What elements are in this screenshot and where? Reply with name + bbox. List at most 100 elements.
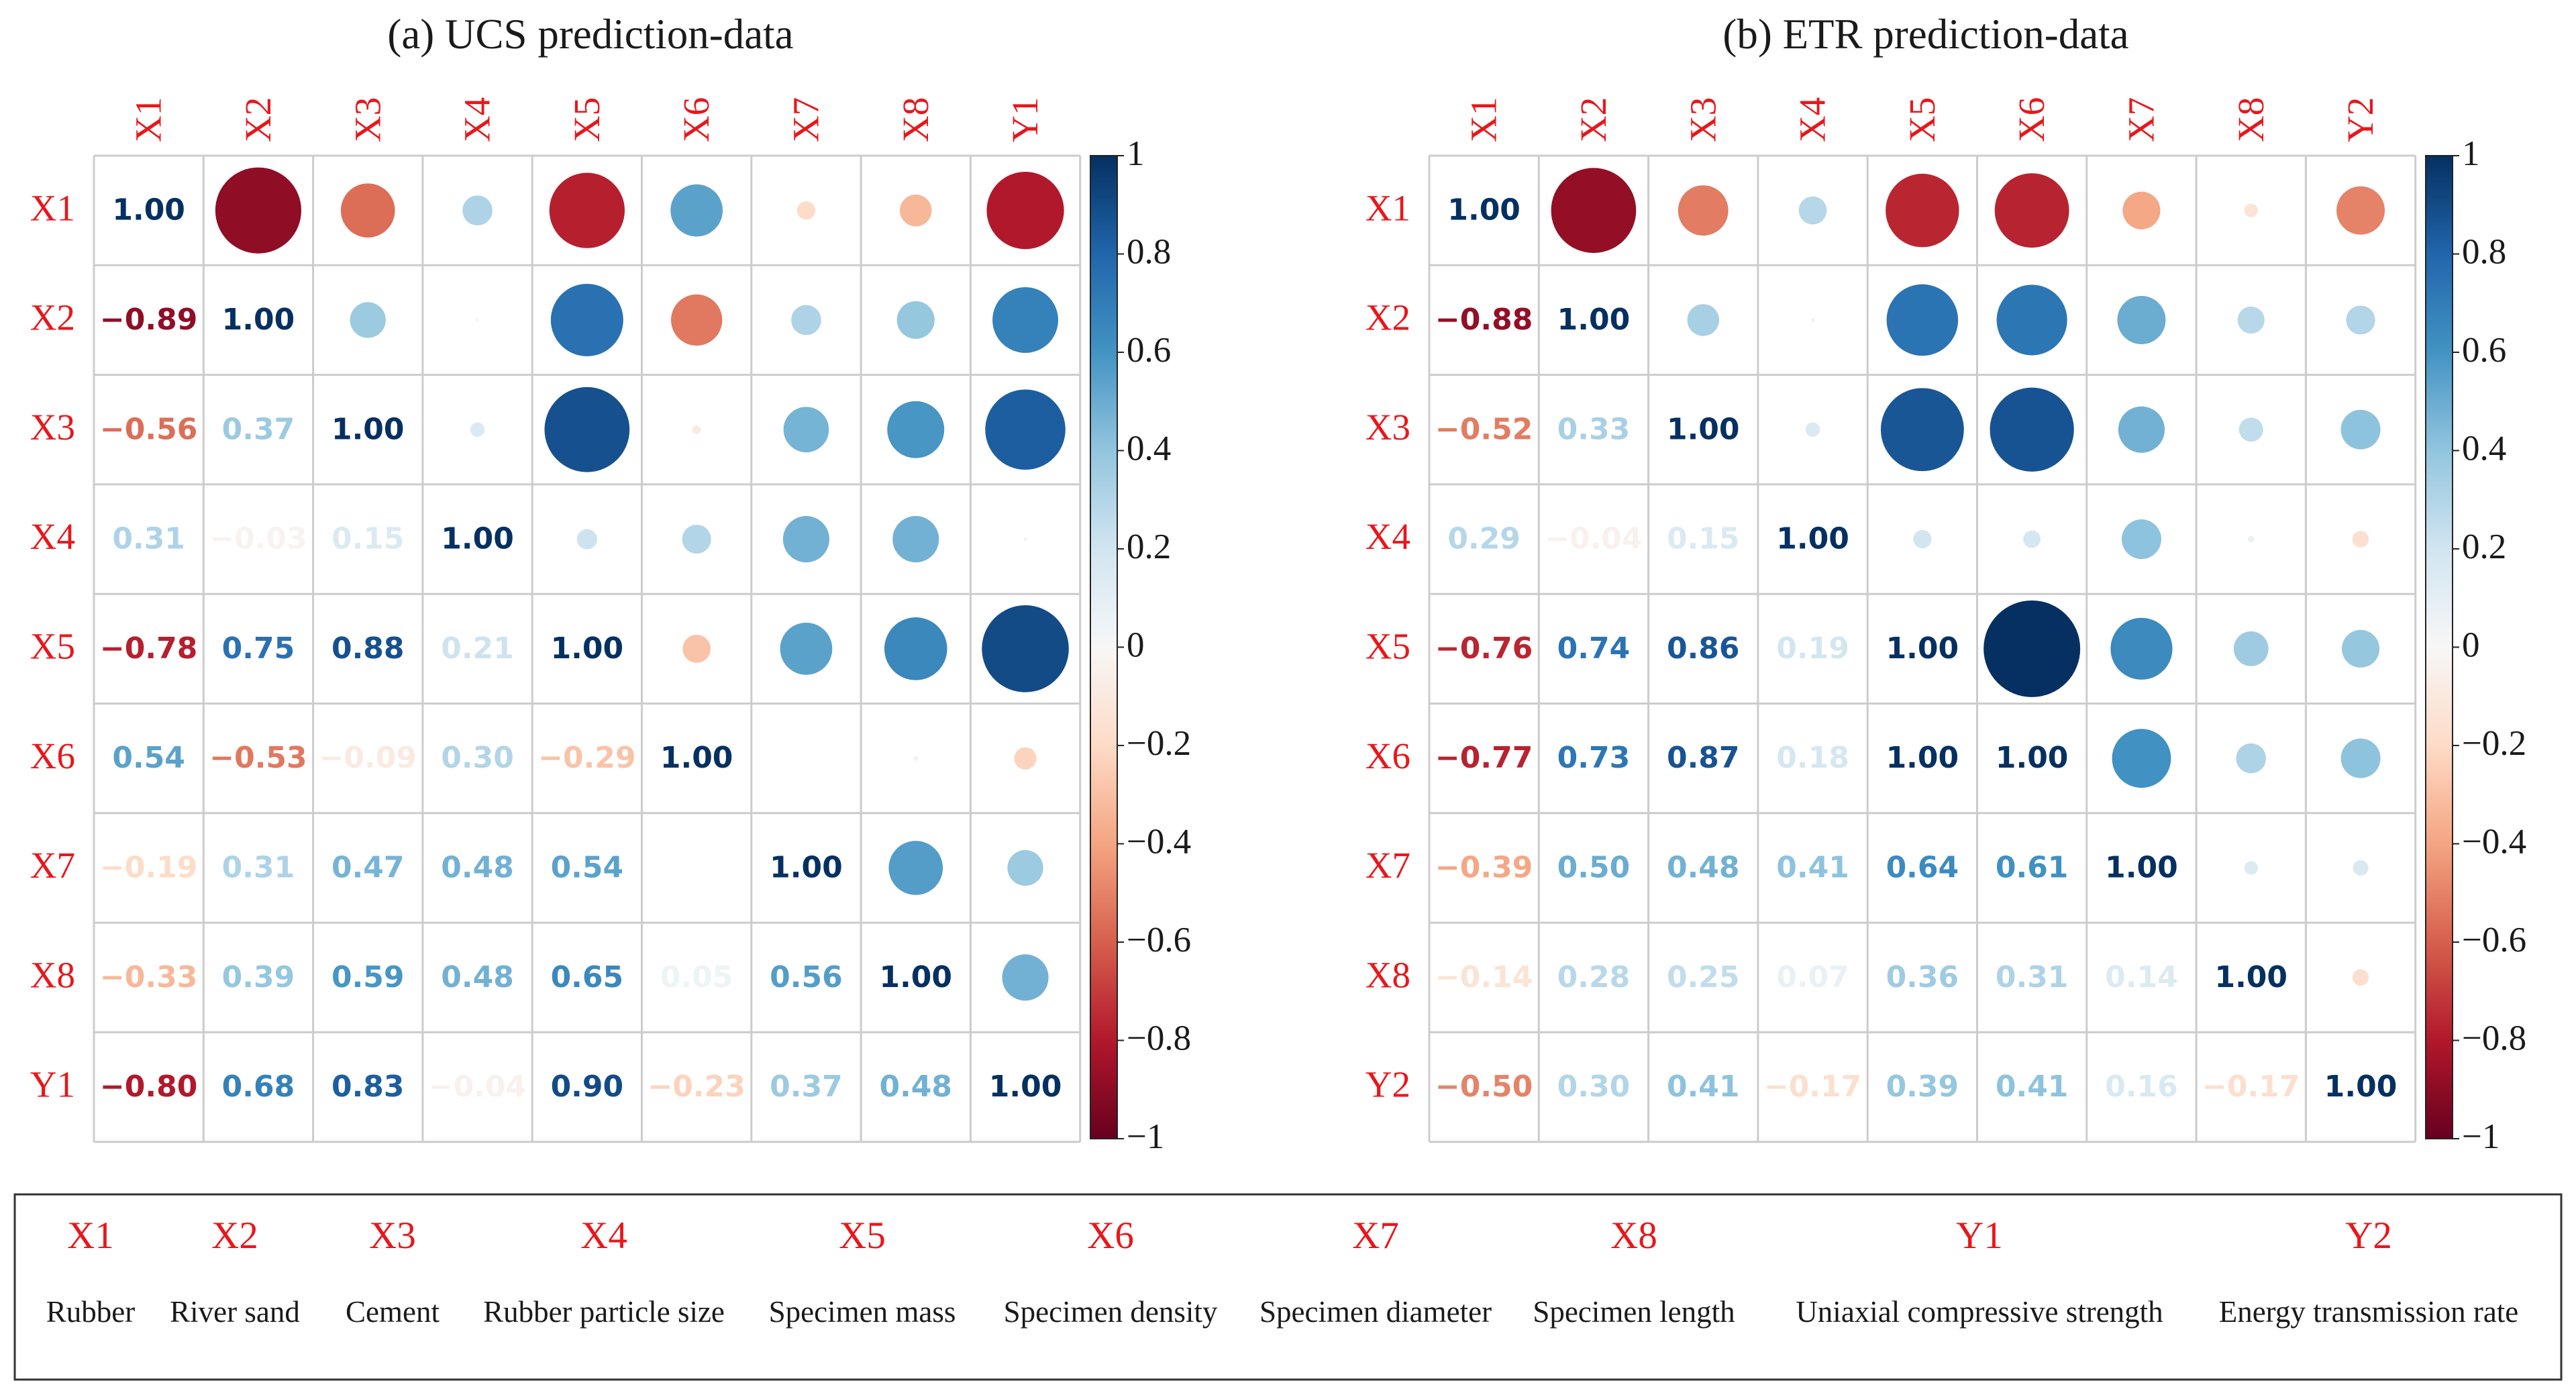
row-label-x7: X7: [1366, 845, 1410, 886]
variable-legend: X1 Rubber X2 River sand X3 Cement X4 Rubber par…: [13, 1193, 2563, 1381]
corr-circle-4-6: [682, 524, 711, 554]
corr-value-4-1: 0.29: [1447, 522, 1521, 556]
colorbar-tick: 1: [2462, 134, 2480, 173]
corr-circle-3-4: [1805, 422, 1820, 437]
col-label-x3: X3: [347, 97, 388, 142]
corr-circle-3-5: [544, 386, 630, 472]
corr-value-2-1: −0.88: [1435, 303, 1533, 337]
corr-value-8-8: 1.00: [879, 960, 952, 994]
col-label-x6: X6: [2011, 97, 2052, 142]
legend-name-x8: Specimen length: [1533, 1295, 1735, 1329]
corr-circle-3-6: [692, 425, 701, 434]
corr-value-9-4: −0.04: [429, 1070, 526, 1104]
corr-circle-4-9: [2352, 531, 2369, 548]
corr-value-8-6: 0.05: [660, 960, 733, 994]
corr-circle-5-6: [682, 634, 711, 663]
row-label-x7: X7: [30, 845, 75, 886]
corr-circle-3-9: [2340, 409, 2381, 450]
col-label-x6: X6: [676, 97, 717, 142]
colorbar-ucs: [1090, 155, 1118, 1139]
corr-value-6-4: 0.18: [1776, 741, 1849, 775]
corr-value-8-3: 0.59: [331, 960, 405, 994]
corr-value-6-2: −0.53: [209, 741, 307, 775]
legend-code-x4: X4: [580, 1215, 627, 1257]
col-label-x7: X7: [2120, 97, 2161, 142]
legend-code-x1: X1: [67, 1215, 114, 1257]
corr-circle-2-7: [791, 305, 821, 336]
corr-circle-4-8: [892, 515, 939, 563]
corr-value-6-1: −0.77: [1435, 741, 1533, 775]
corr-circle-7-8: [888, 841, 943, 895]
corr-value-8-2: 0.28: [1557, 960, 1631, 994]
corr-circle-8-9: [1002, 954, 1049, 1001]
corr-value-5-5: 1.00: [551, 631, 624, 666]
corr-value-7-4: 0.48: [441, 850, 514, 884]
corr-circle-6-7: [2112, 729, 2171, 788]
corr-value-8-5: 0.36: [1886, 960, 1959, 994]
corr-value-8-1: −0.14: [1435, 960, 1533, 994]
panel-ucs: (a) UCS prediction-data X1 X1 X2 X2 X3 X3 X4 X4 X…: [30, 11, 1191, 1156]
corr-value-8-5: 0.65: [551, 960, 624, 994]
colorbar-tick: −0.4: [2462, 823, 2526, 862]
corr-value-6-6: 1.00: [660, 741, 733, 775]
legend-name-x5: Specimen mass: [769, 1295, 956, 1329]
corr-value-4-2: −0.03: [209, 522, 307, 556]
colorbar-tick: −0.2: [2462, 724, 2526, 763]
corr-value-9-5: 0.90: [551, 1070, 624, 1104]
col-label-x5: X5: [1902, 97, 1943, 142]
panel-title-ucs: (a) UCS prediction-data: [387, 11, 793, 58]
row-label-x6: X6: [1366, 735, 1410, 776]
corr-circle-3-8: [887, 401, 945, 458]
corr-circle-1-8: [2244, 203, 2258, 217]
corr-circle-3-5: [1880, 388, 1964, 472]
row-label-x3: X3: [30, 407, 75, 448]
corr-circle-5-9: [982, 605, 1069, 692]
corr-value-6-2: 0.73: [1557, 741, 1631, 775]
corr-circle-1-5: [1886, 173, 1959, 248]
colorbar-tick: 0.6: [2462, 331, 2506, 370]
corr-circle-2-4: [1810, 318, 1815, 322]
row-label-x4: X4: [1366, 516, 1410, 557]
corr-value-6-5: 1.00: [1886, 741, 1959, 775]
corr-circle-8-9: [2352, 969, 2369, 986]
colorbar-tick: −0.8: [1127, 1019, 1191, 1058]
corr-circle-1-8: [899, 194, 932, 227]
row-label-x8: X8: [1366, 954, 1410, 995]
legend-code-y2: Y2: [2345, 1215, 2392, 1257]
row-label-y2: Y2: [1366, 1064, 1410, 1105]
matrix-grid: [93, 154, 1082, 1143]
colorbar-tick: −0.8: [2462, 1019, 2526, 1058]
corr-circle-7-8: [2244, 861, 2258, 875]
corr-circle-1-7: [796, 201, 816, 220]
corr-circle-4-7: [782, 515, 830, 563]
corr-value-7-1: −0.39: [1435, 850, 1533, 884]
corr-circle-2-3: [350, 302, 386, 338]
corr-value-9-8: −0.17: [2202, 1070, 2300, 1104]
corr-circle-2-7: [2117, 295, 2166, 344]
corr-circle-4-6: [2023, 530, 2041, 548]
col-label-x1: X1: [1463, 97, 1504, 142]
corr-value-7-7: 1.00: [770, 850, 843, 884]
row-label-x1: X1: [30, 187, 75, 228]
corr-value-3-3: 1.00: [1667, 412, 1740, 446]
colorbar-tick: 0.4: [2462, 429, 2506, 468]
corr-value-5-5: 1.00: [1886, 631, 1959, 666]
corr-circle-2-9: [2346, 305, 2375, 335]
legend-box: [13, 1193, 2563, 1381]
colorbar-tick: 0: [1127, 626, 1145, 665]
corr-value-8-7: 0.14: [2105, 960, 2178, 994]
corr-circle-1-3: [1678, 185, 1729, 236]
corr-value-9-9: 1.00: [989, 1070, 1062, 1104]
corr-value-6-3: 0.87: [1667, 741, 1740, 775]
corr-value-4-1: 0.31: [112, 522, 185, 556]
corr-circle-5-7: [2110, 617, 2173, 680]
corr-value-3-2: 0.37: [222, 412, 295, 446]
corr-circle-2-9: [992, 287, 1059, 353]
col-label-x3: X3: [1682, 97, 1723, 142]
colorbar-tick: 0: [2462, 626, 2480, 665]
corr-value-9-2: 0.68: [222, 1070, 295, 1104]
legend-name-x6: Specimen density: [1004, 1295, 1218, 1329]
legend-name-x1: Rubber: [46, 1295, 135, 1329]
legend-name-x4: Rubber particle size: [483, 1295, 725, 1329]
corr-circle-5-9: [2341, 629, 2380, 668]
